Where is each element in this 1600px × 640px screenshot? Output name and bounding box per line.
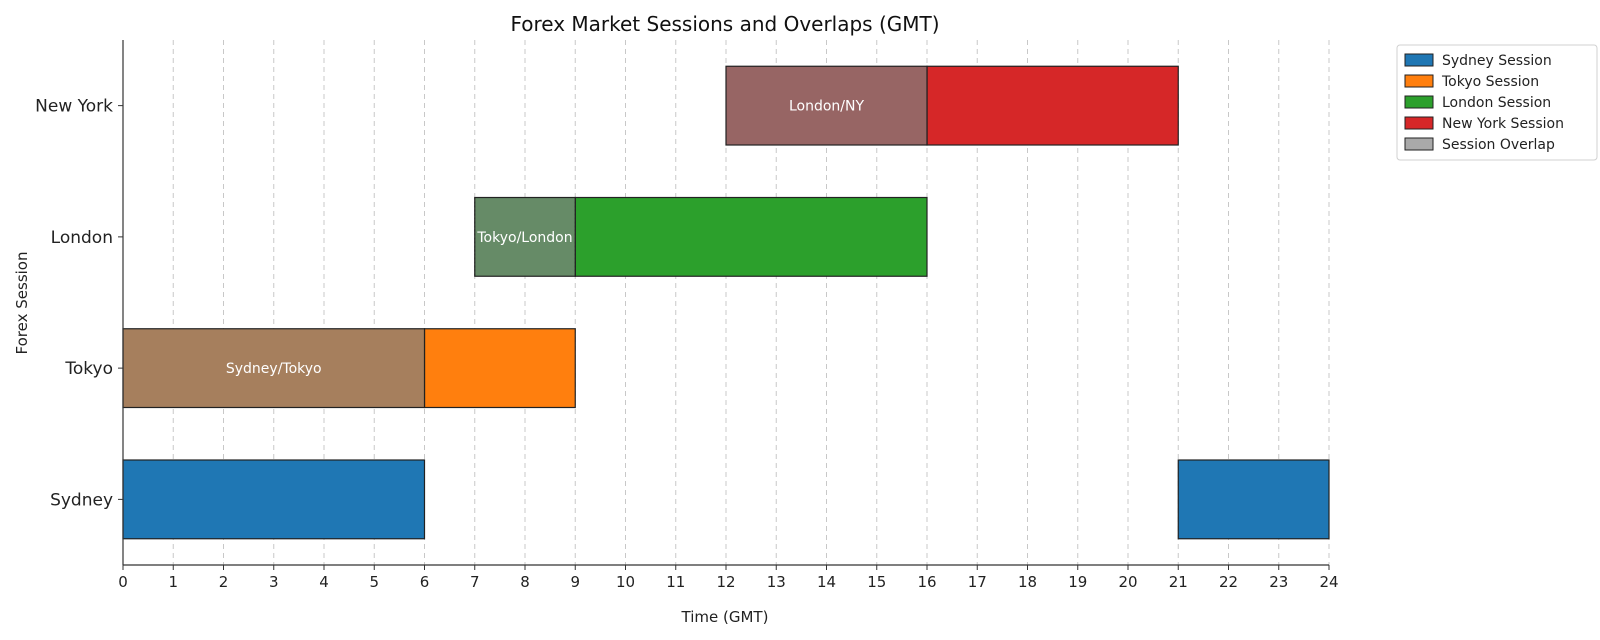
overlap-label-tokyo-london: Tokyo/London xyxy=(476,230,572,246)
legend-label-sydney-session: Sydney Session xyxy=(1442,53,1552,69)
legend-label-session-overlap: Session Overlap xyxy=(1442,137,1555,153)
x-tick-label-0: 0 xyxy=(118,573,128,591)
y-tick-label-tokyo: Tokyo xyxy=(64,359,113,379)
x-tick-label-9: 9 xyxy=(570,573,580,591)
x-tick-label-14: 14 xyxy=(817,573,836,591)
x-tick-label-21: 21 xyxy=(1169,573,1188,591)
x-tick-label-10: 10 xyxy=(616,573,635,591)
x-tick-label-5: 5 xyxy=(369,573,379,591)
overlap-label-london-ny: London/NY xyxy=(789,99,865,115)
x-tick-label-16: 16 xyxy=(917,573,936,591)
bar-london-session-0 xyxy=(574,196,928,277)
overlap-label-sydney-tokyo: Sydney/Tokyo xyxy=(226,361,322,377)
x-tick-label-19: 19 xyxy=(1068,573,1087,591)
legend-box xyxy=(1396,44,1598,161)
bar-sydney-session-1 xyxy=(1177,459,1330,540)
y-tick-label-london: London xyxy=(51,228,113,248)
x-tick-label-2: 2 xyxy=(219,573,229,591)
x-tick-label-6: 6 xyxy=(420,573,430,591)
grid-lines xyxy=(122,40,1330,565)
bar-sydney-session-0 xyxy=(122,459,426,540)
bar-new-york-session-0 xyxy=(926,65,1179,146)
x-tick-label-17: 17 xyxy=(968,573,987,591)
x-tick-label-15: 15 xyxy=(867,573,886,591)
x-tick-label-13: 13 xyxy=(767,573,786,591)
x-tick-label-3: 3 xyxy=(269,573,279,591)
legend-swatch-tokyo-session xyxy=(1404,74,1434,88)
x-tick-label-1: 1 xyxy=(168,573,178,591)
legend-label-tokyo-session: Tokyo Session xyxy=(1441,74,1539,90)
x-tick-label-23: 23 xyxy=(1269,573,1288,591)
x-tick-label-8: 8 xyxy=(520,573,530,591)
x-tick-label-18: 18 xyxy=(1018,573,1037,591)
bar-tokyo-session-0 xyxy=(423,328,576,409)
x-axis-label: Time (GMT) xyxy=(681,608,769,626)
x-tick-label-11: 11 xyxy=(666,573,685,591)
legend-label-london-session: London Session xyxy=(1442,95,1551,111)
overlap-bar-sydney-tokyo xyxy=(122,328,426,409)
x-tick-label-12: 12 xyxy=(716,573,735,591)
legend-swatch-sydney-session xyxy=(1404,53,1434,67)
x-tick-label-24: 24 xyxy=(1319,573,1338,591)
x-tick-label-7: 7 xyxy=(470,573,480,591)
bars: Sydney/Tokyo Tokyo/London London/NY xyxy=(122,65,1330,540)
x-tick-label-20: 20 xyxy=(1118,573,1137,591)
overlap-bar-tokyo-london xyxy=(474,196,576,277)
legend-label-new-york-session: New York Session xyxy=(1442,116,1564,132)
legend-swatch-london-session xyxy=(1404,95,1434,109)
y-tick-label-sydney: Sydney xyxy=(50,490,113,510)
legend-swatch-session-overlap xyxy=(1404,137,1434,151)
legend: Sydney Session Tokyo Session London Sessio… xyxy=(1396,44,1598,161)
overlap-bar-london-ny xyxy=(725,65,928,146)
legend-swatch-new-york-session xyxy=(1404,116,1434,130)
y-tick-label-new-york: New York xyxy=(35,97,113,117)
axes: 0 1 2 3 4 5 6 7 8 9 10 11 12 13 14 15 16 17 18 19 20 21 22 23 24… xyxy=(35,40,1339,591)
x-tick-label-4: 4 xyxy=(319,573,329,591)
x-tick-label-22: 22 xyxy=(1219,573,1238,591)
chart-title: Forex Market Sessions and Overlaps (GMT) xyxy=(510,12,939,36)
y-axis-label: Forex Session xyxy=(13,252,31,355)
